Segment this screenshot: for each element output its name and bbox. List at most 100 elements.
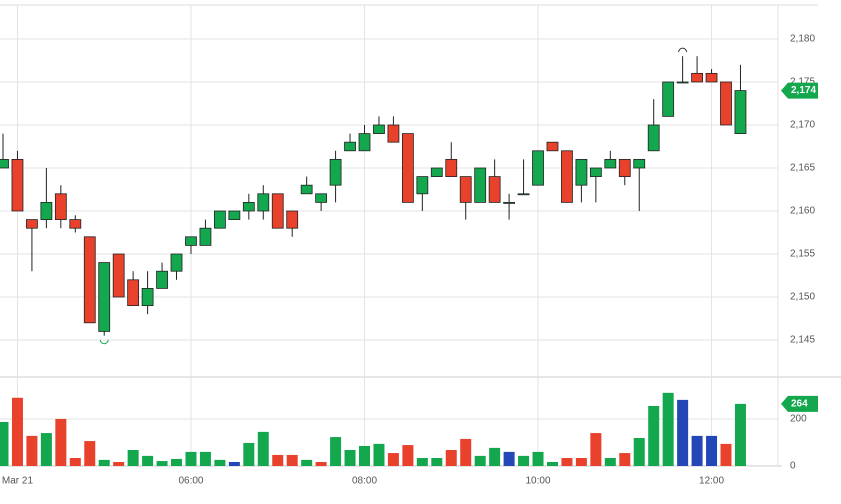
volume-bar [590,433,602,466]
volume-bar [142,455,154,466]
candle-body [705,72,718,83]
candle-body [156,270,168,289]
candle-body [430,167,443,177]
candle-body [300,184,313,195]
volume-bar [648,406,660,466]
x-tick-label: 12:00 [699,476,724,487]
candle-body [213,210,226,229]
y-tick-label: 2,155 [790,249,815,260]
volume-bar [84,441,96,466]
last-volume-badge [781,395,818,412]
candle-body [344,141,356,152]
volume-bar [677,399,689,466]
volume-bar [416,458,428,466]
last-price-badge [781,82,818,99]
volume-bar [301,459,313,466]
volume-bar [243,442,255,466]
candle-body [734,90,747,134]
candle-body [69,219,82,229]
volume-bar [199,451,211,466]
candle-body [98,262,111,332]
candle-body [401,133,414,203]
candle-body [112,253,125,298]
candle-body [373,124,385,134]
x-tick-label: 10:00 [526,476,551,487]
volume-bar [359,446,370,466]
volume-bar [257,431,269,466]
volume-bar [113,462,125,466]
candle-body [647,124,660,152]
candle-body [242,201,255,212]
candle-body [720,81,732,126]
candle-body [517,193,530,196]
candle-body [589,167,602,177]
volume-bar [156,461,168,466]
last-volume-label: 264 [791,399,808,410]
candle-body [54,193,67,220]
volume-bar [127,450,139,466]
volume-bar [489,447,501,466]
candle-body [474,167,487,203]
candle-body [604,158,617,169]
volume-bar [474,455,486,466]
candle-body [315,193,328,203]
candle-body [633,158,646,169]
volume-bar [171,458,183,466]
candle-body [228,210,241,220]
candle-body [546,141,559,152]
volume-bar [315,462,327,466]
candle-body [127,279,140,307]
volume-bar [734,403,746,466]
candle-body [257,193,270,212]
volume-bar [706,435,718,466]
last-price-label: 2,174 [791,85,816,96]
y-tick-label: 2,165 [790,163,815,174]
volume-bar [344,450,356,466]
candle-body [40,201,53,220]
candle-body [416,176,429,195]
y-tick-label: 200 [790,414,807,425]
x-tick-label: Mar 21 [2,476,34,487]
candle-body [358,133,371,152]
volume-bar [55,418,67,466]
volume-bar [445,450,457,466]
candle-body [387,124,400,143]
candle-body [618,158,631,177]
volume-bar [720,443,732,466]
volume-bar [26,435,38,466]
volume-bar [402,445,414,466]
volume-bar [460,438,472,466]
volume-bar [546,462,558,466]
x-tick-label: 08:00 [352,476,377,487]
volume-bar [387,453,399,466]
candle-body [329,158,342,186]
candle-body [662,81,675,117]
candle-body [271,193,284,229]
volume-bar [561,458,573,466]
y-tick-label: 2,170 [790,120,815,131]
volume-bar [0,422,9,466]
volume-bar [662,392,674,466]
candle-body [26,219,38,229]
volume-bar [272,454,284,466]
volume-bar [431,458,443,466]
candle-body [532,150,544,186]
volume-bar [214,459,226,466]
candle-body [561,150,573,203]
volume-bar [373,443,385,466]
candle-body [676,81,689,84]
candle-body [575,158,588,186]
volume-bar [228,462,240,466]
volume-bar [286,454,298,466]
volume-bar [330,437,342,466]
candle-body [199,227,212,246]
y-tick-label: 0 [790,461,796,472]
y-tick-label: 2,160 [790,206,815,217]
candle-body [141,288,154,307]
volume-bar [691,435,703,466]
high-marker [678,47,688,53]
volume-bar [619,453,631,466]
y-tick-label: 2,145 [790,335,815,346]
